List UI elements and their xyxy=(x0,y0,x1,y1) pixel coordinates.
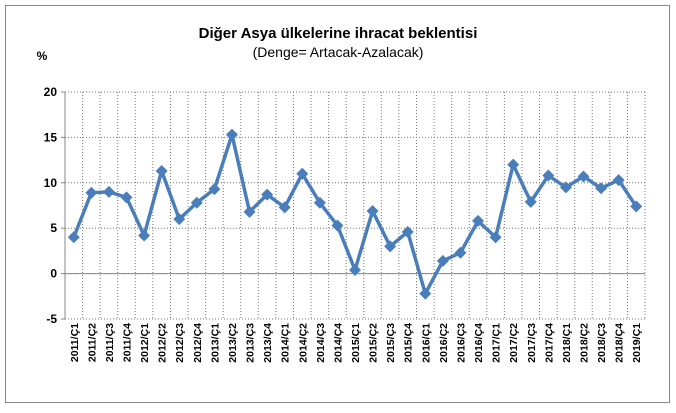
x-tick-label: 2015/Ç2 xyxy=(368,323,380,363)
x-tick-label: 2013/Ç3 xyxy=(245,323,257,363)
marker xyxy=(331,219,344,232)
x-tick-label: 2016/Ç3 xyxy=(455,323,467,363)
marker xyxy=(67,231,80,244)
x-tick-label: 2011/Ç1 xyxy=(69,323,81,362)
y-tick-label: 10 xyxy=(44,176,58,190)
x-tick-label: 2012/Ç1 xyxy=(139,323,151,363)
marker xyxy=(436,254,449,267)
marker xyxy=(419,287,432,300)
marker xyxy=(577,170,590,183)
marker xyxy=(489,231,502,244)
x-tick-label: 2012/Ç3 xyxy=(174,323,186,363)
marker xyxy=(612,174,625,187)
x-tick-label: 2011/Ç4 xyxy=(122,323,134,362)
chart-frame xyxy=(5,5,670,403)
x-tick-label: 2016/Ç2 xyxy=(438,323,450,363)
x-tick-label: 2014/Ç1 xyxy=(280,323,292,363)
x-tick-label: 2016/Ç4 xyxy=(473,323,485,363)
marker xyxy=(296,167,309,180)
x-tick-label: 2018/Ç4 xyxy=(614,323,626,363)
x-tick-label: 2011/Ç2 xyxy=(86,323,98,362)
x-tick-label: 2019/Ç1 xyxy=(631,323,643,363)
marker xyxy=(261,188,274,201)
chart-title: Diğer Asya ülkelerine ihracat beklentisi xyxy=(199,25,478,42)
x-tick-label: 2017/Ç4 xyxy=(543,323,555,363)
marker xyxy=(366,204,379,217)
y-tick-label: 0 xyxy=(50,267,57,281)
marker xyxy=(85,186,98,199)
x-tick-label: 2017/Ç3 xyxy=(526,323,538,363)
x-tick-label: 2014/Ç3 xyxy=(315,323,327,363)
marker xyxy=(524,195,537,208)
marker xyxy=(630,200,643,213)
y-tick-label: 20 xyxy=(44,85,58,99)
marker xyxy=(243,205,256,218)
x-tick-label: 2015/Ç1 xyxy=(350,323,362,363)
x-tick-label: 2017/Ç2 xyxy=(508,323,520,363)
marker xyxy=(190,196,203,209)
x-tick-label: 2014/Ç2 xyxy=(297,323,309,363)
marker xyxy=(595,182,608,195)
marker xyxy=(542,169,555,182)
marker xyxy=(313,196,326,209)
y-tick-label: 5 xyxy=(50,221,57,235)
marker xyxy=(559,181,572,194)
x-tick-label: 2017/Ç1 xyxy=(491,323,503,363)
marker xyxy=(401,225,414,238)
x-tick-label: 2016/Ç1 xyxy=(420,323,432,363)
x-tick-label: 2013/Ç1 xyxy=(209,323,221,363)
marker xyxy=(138,229,151,242)
marker xyxy=(173,213,186,226)
chart-subtitle: (Denge= Artacak-Azalacak) xyxy=(253,44,424,60)
marker xyxy=(120,191,133,204)
marker xyxy=(155,164,168,177)
y-axis-label: % xyxy=(37,49,48,63)
x-tick-label: 2018/Ç2 xyxy=(578,323,590,363)
marker xyxy=(384,240,397,253)
x-tick-label: 2012/Ç4 xyxy=(192,323,204,363)
marker xyxy=(507,158,520,171)
marker xyxy=(472,214,485,227)
marker xyxy=(278,201,291,214)
x-tick-label: 2013/Ç4 xyxy=(262,323,274,363)
x-tick-label: 2015/Ç4 xyxy=(403,323,415,363)
x-tick-label: 2018/Ç3 xyxy=(596,323,608,363)
x-tick-label: 2014/Ç4 xyxy=(332,323,344,363)
x-tick-label: 2011/Ç3 xyxy=(104,323,116,362)
x-tick-label: 2012/Ç2 xyxy=(157,323,169,363)
x-tick-label: 2018/Ç1 xyxy=(561,323,573,363)
marker xyxy=(102,185,115,198)
marker xyxy=(208,183,221,196)
marker xyxy=(349,263,361,276)
y-tick-label: 15 xyxy=(44,130,58,144)
marker xyxy=(225,128,238,141)
y-tick-label: -5 xyxy=(46,312,57,326)
x-tick-label: 2013/Ç2 xyxy=(227,323,239,363)
marker xyxy=(454,246,467,259)
x-tick-label: 2015/Ç3 xyxy=(385,323,397,363)
